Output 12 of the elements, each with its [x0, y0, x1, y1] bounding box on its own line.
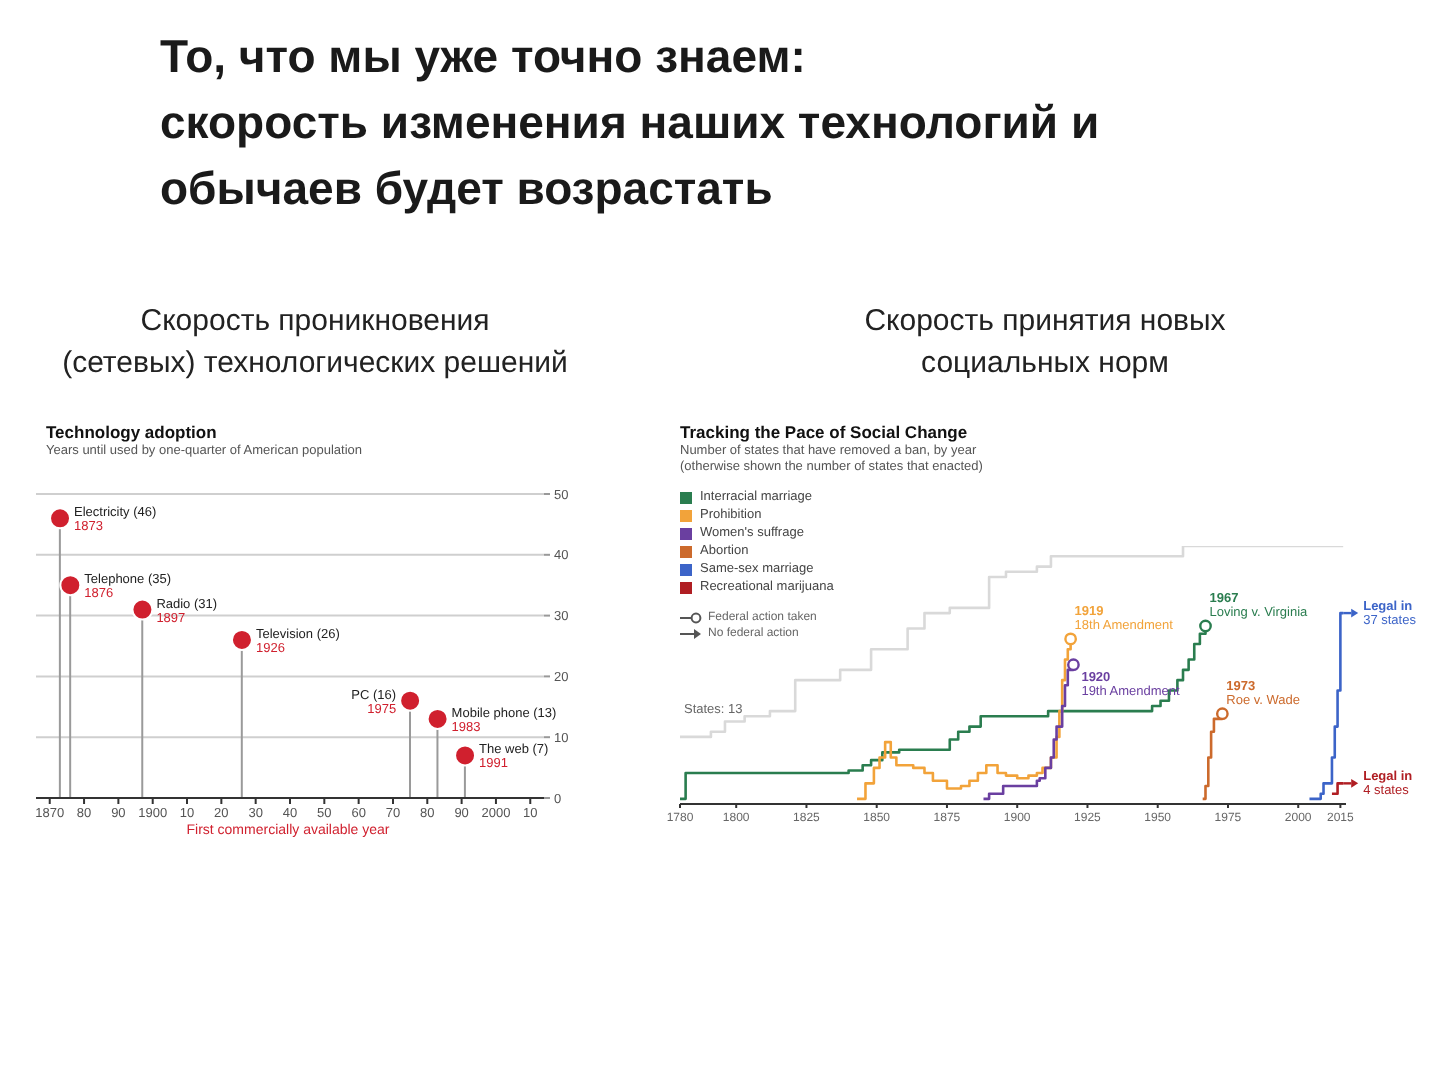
chart-subtitle: Tracking the Pace of Social Change: [680, 422, 970, 444]
chart-subtitle: Technology adoption: [46, 422, 219, 444]
point: [49, 507, 72, 530]
point: [131, 598, 154, 621]
point: [454, 744, 477, 767]
text: То, что мы уже точно знаем: скорость изменения наших технологий и обычаев будет возрастать: [160, 28, 1102, 218]
chart-title: Скорость принятия новых социальных норм: [862, 302, 1228, 384]
point: [399, 689, 422, 712]
point: [426, 707, 449, 730]
point: [59, 574, 82, 597]
chart-title: Скорость проникновения (сетевых) технологических решений: [60, 302, 570, 384]
point: [230, 628, 253, 651]
